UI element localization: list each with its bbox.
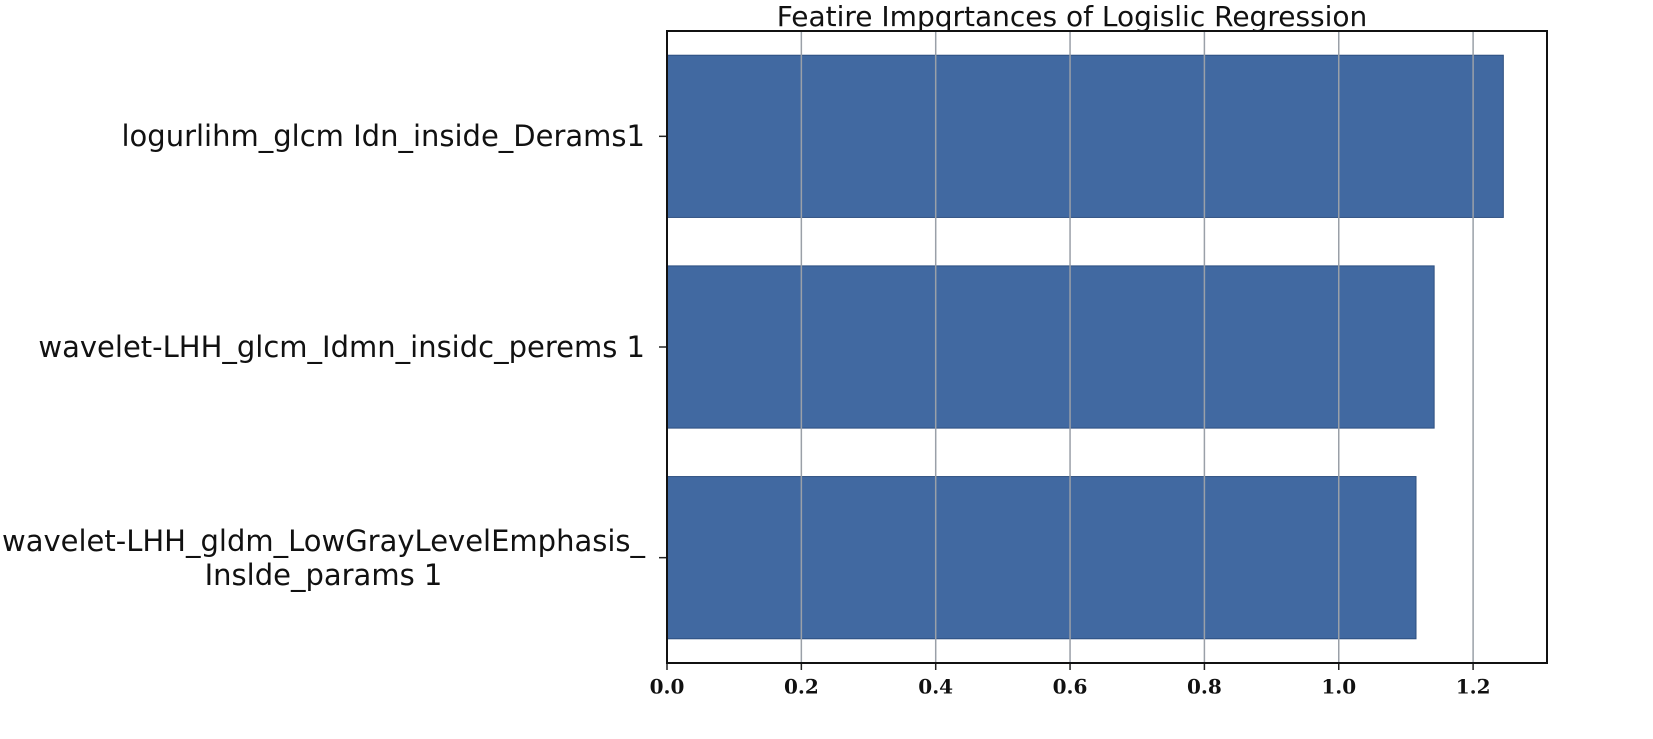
plot-frame	[666, 30, 1548, 664]
x-tick-label: 0.4	[918, 675, 953, 699]
y-tick-label: wavelet-LHH_gldm_LowGrayLevelEmphasis_ I…	[1, 523, 645, 592]
x-tick-label: 1.0	[1321, 675, 1356, 699]
bar	[666, 54, 1504, 218]
y-tick-label: logurlihm_glcm Idn_inside_Derams1	[121, 119, 645, 154]
bar	[666, 265, 1435, 429]
x-tick-label: 0.8	[1187, 675, 1222, 699]
chart-title: Featire Impqrtances of Logislic Regressi…	[777, 0, 1368, 33]
x-tick-label: 0.0	[650, 675, 685, 699]
x-tick-label: 1.2	[1456, 675, 1491, 699]
bar	[666, 476, 1417, 640]
y-tick-label: wavelet-LHH_glcm_Idmn_insidc_perems 1	[38, 330, 645, 364]
x-tick-label: 0.2	[784, 675, 819, 699]
x-tick-label: 0.6	[1053, 675, 1088, 699]
